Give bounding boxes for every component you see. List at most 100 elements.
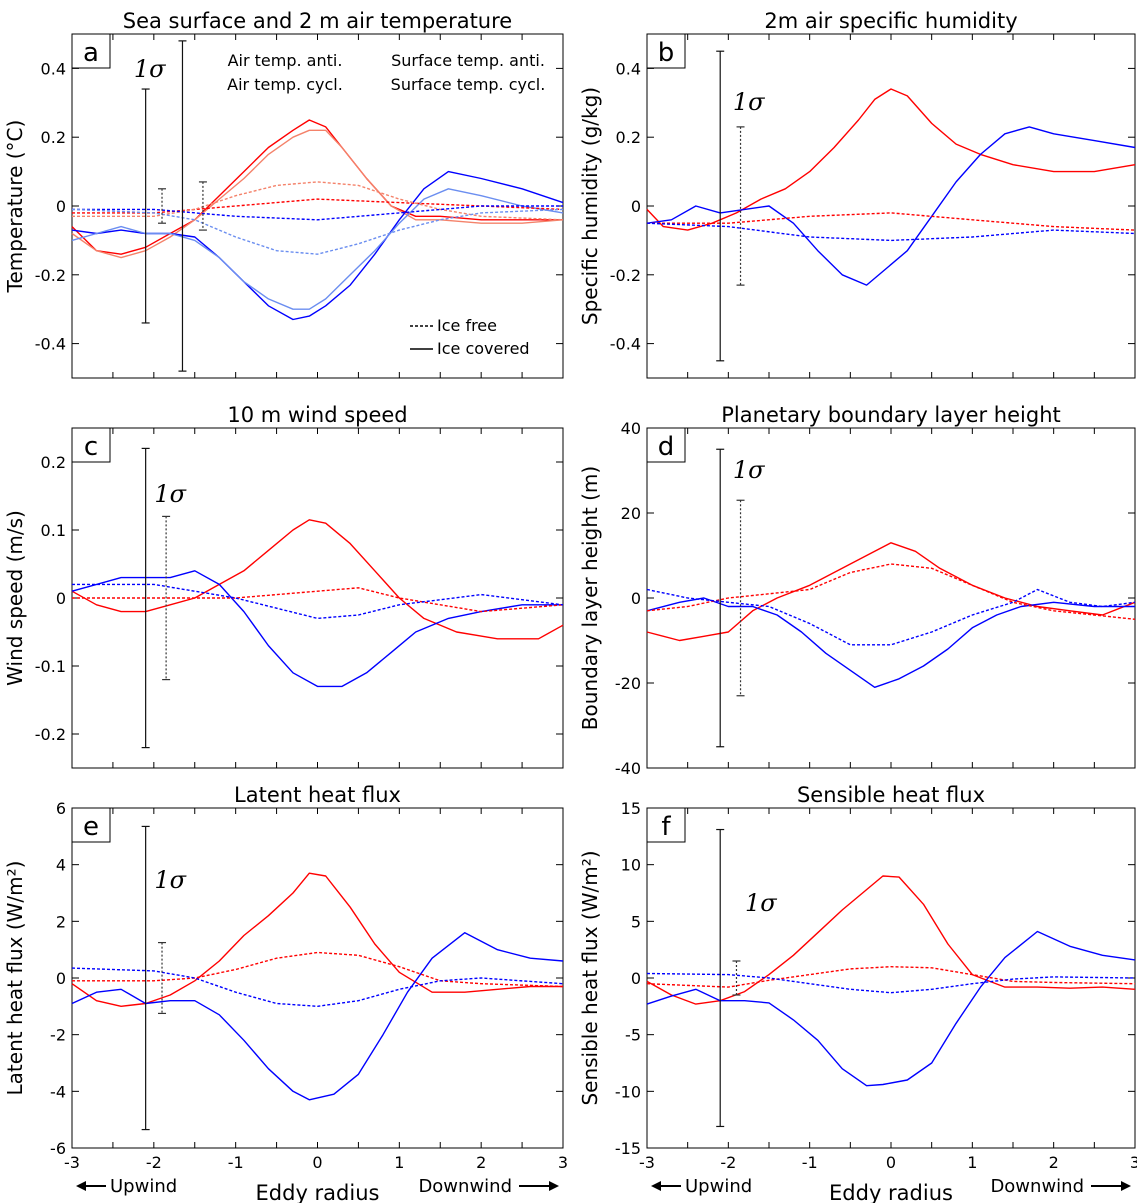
series-line-2: [646, 930, 1136, 1087]
direction-labels: Upwind Downwind Eddy radius: [76, 1176, 559, 1203]
series-line-1: [646, 542, 1136, 642]
legend-style-label: Ice free: [437, 316, 497, 335]
x-axis-label: Eddy radius: [256, 1181, 380, 1203]
y-tick-label: 15: [621, 799, 641, 818]
x-tick-label: 0: [886, 1153, 896, 1172]
sigma-label: 1σ: [134, 55, 166, 83]
series-line-2: [646, 126, 1136, 286]
panel-letter-box: [646, 33, 686, 69]
y-tick-label: -6: [50, 1139, 66, 1158]
y-tick-label: -2: [50, 1026, 66, 1045]
y-tick-label: -0.1: [35, 657, 66, 676]
panel-letter-box: [646, 427, 686, 463]
panel-b: 2m air specific humidity b Specific humidi…: [578, 9, 1136, 379]
series-line-3: [72, 587, 564, 613]
sigma-label: 1σ: [733, 456, 765, 484]
y-tick-label: 0: [56, 969, 66, 988]
y-tick-label: -0.4: [610, 335, 641, 354]
panel-letter-box: [646, 807, 686, 843]
panel-letter-box: [71, 807, 111, 843]
series-line-1: [71, 519, 564, 640]
y-tick-label: -0.4: [35, 335, 66, 354]
downwind-arrow-head: [549, 1181, 559, 1191]
sigma-label: 1σ: [154, 866, 186, 894]
y-tick-label: -0.2: [35, 266, 66, 285]
panel-title: Planetary boundary layer height: [721, 403, 1060, 427]
series-line-2: [71, 932, 564, 1101]
series-line-2: [71, 129, 564, 259]
y-tick-label: 6: [56, 799, 66, 818]
upwind-arrow-head: [76, 1181, 86, 1191]
y-tick-label: 2: [56, 912, 66, 931]
y-tick-label: -5: [625, 1026, 641, 1045]
y-tick-label: 0.2: [41, 128, 66, 147]
series-line-4: [71, 967, 564, 1007]
panel-letter: c: [84, 432, 98, 462]
legend-entry: Surface temp. cycl.: [391, 75, 546, 94]
upwind-label: Upwind: [685, 1176, 752, 1197]
y-tick-label: 5: [631, 912, 641, 931]
x-tick-label: 2: [1049, 1153, 1059, 1172]
panel-title: 2m air specific humidity: [764, 9, 1017, 33]
series-line-6: [72, 181, 564, 221]
legend-entry: Surface temp. anti.: [391, 51, 545, 70]
panel-e: Latent heat flux e Latent heat flux (W/m²)…: [3, 783, 568, 1203]
x-tick-label: 3: [558, 1153, 568, 1172]
y-tick-label: 0: [631, 197, 641, 216]
panel-letter: b: [658, 38, 675, 68]
panel-letter-box: [71, 427, 111, 463]
y-tick-label: 0: [56, 589, 66, 608]
legend-entry: Air temp. cycl.: [227, 75, 343, 94]
y-tick-label: 0.1: [41, 521, 66, 540]
sigma-label: 1σ: [154, 480, 186, 508]
series-line-4: [72, 583, 564, 620]
x-axis-label: Eddy radius: [829, 1181, 953, 1203]
y-tick-label: 10: [621, 856, 641, 875]
panel-d: Planetary boundary layer height d Boundary…: [578, 403, 1136, 778]
y-tick-label: 0.4: [41, 59, 66, 78]
x-tick-label: -3: [639, 1153, 655, 1172]
direction-labels: Upwind Downwind Eddy radius: [651, 1176, 1131, 1203]
x-tick-label: -1: [228, 1153, 244, 1172]
y-axis-label: Sensible heat flux (W/m²): [578, 850, 602, 1105]
series-line-4: [646, 222, 1136, 242]
y-tick-label: 0: [631, 589, 641, 608]
y-axis-label: Specific humidity (g/kg): [578, 87, 602, 325]
series-line-4: [646, 972, 1136, 994]
x-tick-label: -2: [720, 1153, 736, 1172]
y-axis-label: Temperature (°C): [3, 120, 27, 294]
y-tick-label: 40: [621, 419, 641, 438]
sigma-label: 1σ: [733, 88, 765, 116]
y-tick-label: 0.4: [616, 59, 641, 78]
series-line-3: [646, 563, 1136, 620]
x-tick-label: 0: [312, 1153, 322, 1172]
x-tick-label: 1: [967, 1153, 977, 1172]
panel-title: Sea surface and 2 m air temperature: [123, 9, 512, 33]
panel-letter: f: [661, 812, 671, 842]
panel-title: 10 m wind speed: [227, 403, 407, 427]
legend-entry: Air temp. anti.: [228, 51, 343, 70]
panel-c: 10 m wind speed c Wind speed (m/s) -0.2 -0.1…: [3, 403, 564, 769]
y-tick-label: -15: [615, 1139, 641, 1158]
series-line-8: [71, 208, 564, 255]
downwind-label: Downwind: [418, 1176, 512, 1197]
x-tick-label: -1: [802, 1153, 818, 1172]
series-line-1: [646, 875, 1136, 1005]
y-tick-label: -4: [50, 1082, 66, 1101]
series-line-2: [646, 597, 1135, 688]
y-axis-label: Latent heat flux (W/m²): [3, 861, 27, 1096]
y-tick-label: -0.2: [35, 725, 66, 744]
panel-f: Sensible heat flux f Sensible heat flux (W…: [578, 783, 1137, 1203]
y-tick-label: 0.2: [616, 128, 641, 147]
x-tick-label: -2: [146, 1153, 162, 1172]
downwind-arrow-head: [1121, 1181, 1131, 1191]
series-line-1: [71, 872, 563, 1007]
series-line-3: [646, 966, 1136, 988]
y-tick-label: 0: [631, 969, 641, 988]
x-tick-label: 1: [394, 1153, 404, 1172]
panel-letter: a: [83, 38, 99, 68]
upwind-arrow-head: [651, 1181, 661, 1191]
x-tick-label: -3: [64, 1153, 80, 1172]
y-tick-label: -40: [615, 759, 641, 778]
